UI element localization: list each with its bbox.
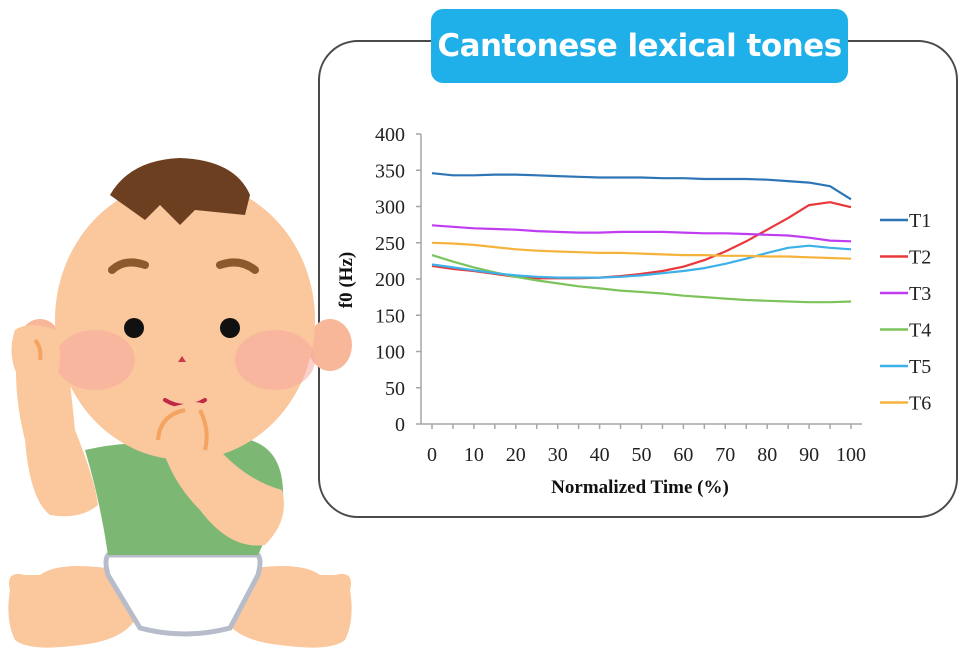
series-line-t6: [431, 241, 852, 260]
chart-lines: [431, 172, 852, 304]
y-tick-label: 400: [375, 124, 405, 146]
x-tick-label: 20: [506, 444, 526, 466]
baby-hair: [110, 158, 250, 225]
x-tick-label: 40: [590, 444, 610, 466]
series-line-t4: [431, 254, 852, 304]
legend-label-t2: T2: [909, 247, 931, 269]
left-eye: [124, 318, 144, 338]
legend-label-t5: T5: [909, 356, 931, 378]
y-tick-label: 150: [375, 305, 405, 327]
x-tick-label: 90: [799, 444, 819, 466]
series-line-t2: [431, 201, 852, 280]
legend-label-t3: T3: [909, 283, 931, 305]
series-line-t5: [431, 244, 852, 279]
chart-title-badge: Cantonese lexical tones: [431, 9, 848, 83]
x-tick-label: 60: [673, 444, 693, 466]
y-tick-label: 350: [375, 160, 405, 182]
y-tick-label: 50: [385, 378, 405, 400]
baby-head: [55, 180, 315, 460]
legend-label-t4: T4: [909, 320, 931, 342]
y-axis-label: f0 (Hz): [336, 252, 357, 308]
series-line-t1: [431, 172, 852, 201]
chart-axes: 0 50 100 150 200 250 300 350 400 0 10 20 30 40 50 60 70 8…: [375, 124, 866, 466]
x-tick-label: 70: [715, 444, 735, 466]
chart-panel: [318, 40, 958, 518]
chart-legend: T1 T2 T3 T4 T5 T6: [880, 210, 931, 415]
x-tick-label: 50: [632, 444, 652, 466]
x-tick-label: 80: [757, 444, 777, 466]
y-tick-label: 250: [375, 233, 405, 255]
diaper: [103, 552, 263, 637]
baby-illustration: [8, 158, 352, 648]
legend-label-t1: T1: [909, 210, 931, 232]
y-tick-label: 300: [375, 197, 405, 219]
y-tick-label: 100: [375, 342, 405, 364]
x-axis-label: Normalized Time (%): [551, 477, 729, 498]
series-line-t3: [431, 224, 852, 243]
x-tick-label: 30: [548, 444, 568, 466]
x-tick-label: 100: [836, 444, 866, 466]
legend-label-t6: T6: [909, 393, 931, 415]
x-tick-label: 0: [427, 444, 437, 466]
y-tick-label: 200: [375, 269, 405, 291]
x-tick-label: 10: [464, 444, 484, 466]
right-eye: [220, 318, 240, 338]
y-tick-label: 0: [395, 414, 405, 436]
